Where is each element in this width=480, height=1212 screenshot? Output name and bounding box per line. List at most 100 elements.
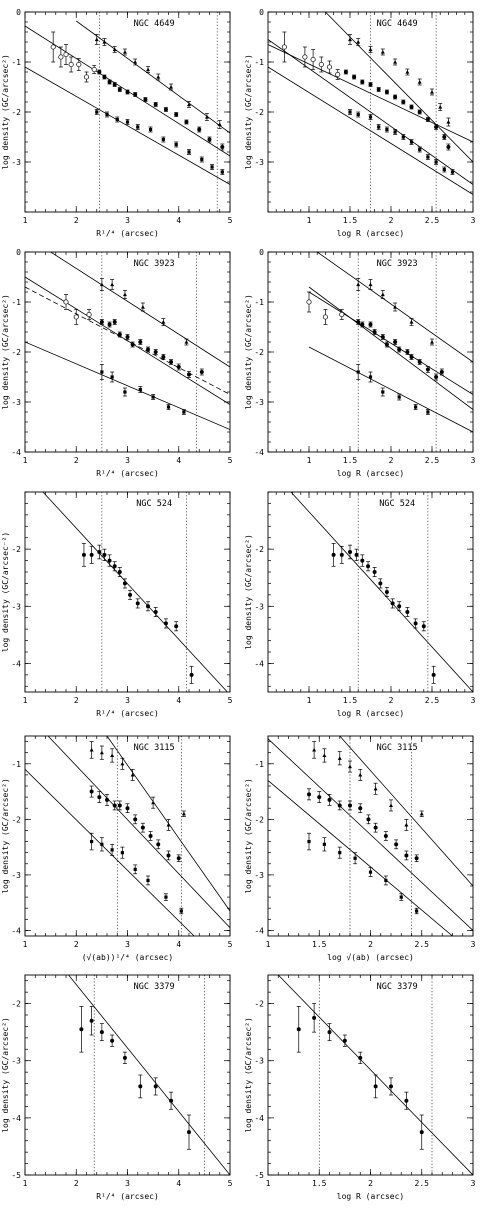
data-point bbox=[181, 811, 186, 816]
x-axis-label: R¹/⁴ (arcsec) bbox=[96, 1192, 159, 1201]
data-point bbox=[322, 314, 328, 320]
fit-line bbox=[268, 738, 473, 931]
fit-line bbox=[268, 780, 453, 936]
x-tick-label: 2 bbox=[389, 216, 394, 225]
data-point bbox=[112, 564, 117, 569]
x-tick-label: 1 bbox=[307, 456, 312, 465]
y-tick-label: -2 bbox=[254, 1000, 264, 1009]
data-point bbox=[380, 50, 385, 54]
data-point bbox=[200, 157, 204, 162]
data-point bbox=[385, 127, 389, 132]
data-point bbox=[86, 311, 92, 318]
data-point bbox=[307, 839, 311, 844]
data-point bbox=[348, 764, 352, 769]
data-point bbox=[156, 75, 161, 79]
data-point bbox=[220, 145, 225, 149]
y-tick-label: -2 bbox=[11, 108, 21, 117]
data-point bbox=[133, 867, 137, 871]
data-point bbox=[384, 590, 389, 594]
panel-title: NGC 3923 bbox=[134, 259, 175, 269]
y-tick-label: -2 bbox=[11, 1000, 21, 1009]
x-tick-label: 1.5 bbox=[343, 696, 358, 705]
y-tick-label: -2 bbox=[254, 348, 264, 357]
data-point bbox=[342, 1038, 347, 1043]
data-point bbox=[136, 125, 140, 129]
data-point bbox=[176, 856, 181, 861]
panel-title: NGC 3379 bbox=[377, 982, 418, 992]
x-tick-label: 3 bbox=[125, 1179, 130, 1188]
data-point bbox=[384, 878, 388, 883]
data-point bbox=[182, 410, 186, 414]
data-point bbox=[401, 100, 406, 104]
data-point bbox=[409, 105, 414, 109]
data-point bbox=[384, 90, 389, 94]
data-point bbox=[405, 70, 410, 74]
data-point bbox=[89, 747, 94, 752]
data-point bbox=[394, 842, 399, 847]
data-point bbox=[146, 878, 150, 883]
x-tick-label: 2 bbox=[74, 940, 79, 949]
panel-title: NGC 4649 bbox=[134, 19, 175, 29]
data-point bbox=[393, 130, 397, 134]
panel-9: 1 2 3 4 5 -2 -3 -4 -5 R¹/⁴ (arcsec) log density (G… bbox=[1, 974, 233, 1201]
x-tick-label: 3 bbox=[471, 940, 476, 949]
data-point bbox=[353, 856, 357, 860]
data-point bbox=[418, 147, 422, 152]
data-point bbox=[133, 817, 138, 822]
data-point bbox=[434, 375, 439, 379]
data-point bbox=[146, 67, 150, 72]
x-tick-label: 1.5 bbox=[312, 940, 327, 949]
x-tick-label: 3 bbox=[471, 456, 476, 465]
data-point bbox=[417, 80, 422, 84]
x-tick-label: 2 bbox=[389, 696, 394, 705]
x-tick-label: 3 bbox=[471, 216, 476, 225]
plot-area bbox=[277, 975, 473, 1175]
data-point bbox=[409, 355, 414, 359]
fit-line bbox=[47, 736, 230, 928]
fit-line bbox=[76, 20, 230, 134]
data-point bbox=[426, 410, 430, 414]
data-point bbox=[425, 117, 430, 122]
x-axis-label: log R (arcsec) bbox=[337, 1192, 404, 1201]
x-tick-label: 2 bbox=[389, 456, 394, 465]
data-point bbox=[130, 772, 135, 777]
panel-2: 1 1.5 2 2.5 3 0 -1 -2 -3 log R (arcsec) log densit… bbox=[244, 8, 476, 238]
data-point bbox=[76, 61, 82, 68]
data-point bbox=[368, 322, 373, 327]
y-tick-label: -3 bbox=[11, 871, 21, 880]
data-point bbox=[102, 75, 107, 79]
y-tick-label: -4 bbox=[254, 448, 264, 457]
data-point bbox=[372, 570, 377, 574]
data-point bbox=[405, 350, 410, 354]
x-tick-label: 5 bbox=[228, 940, 233, 949]
data-point bbox=[161, 355, 166, 359]
data-point bbox=[122, 50, 127, 54]
data-point bbox=[207, 137, 212, 142]
y-axis-label: log density (GC/arcsec²) bbox=[244, 1017, 253, 1133]
x-tick-label: 2.5 bbox=[425, 456, 440, 465]
data-point bbox=[442, 135, 447, 139]
data-point bbox=[112, 47, 117, 52]
data-point bbox=[125, 806, 130, 811]
data-point bbox=[356, 112, 360, 117]
data-point bbox=[176, 365, 181, 369]
data-point bbox=[68, 61, 74, 68]
data-point bbox=[153, 102, 158, 107]
data-point bbox=[393, 60, 398, 64]
fit-line bbox=[42, 492, 228, 692]
panel-title: NGC 524 bbox=[379, 499, 415, 509]
x-tick-label: 3 bbox=[471, 1179, 476, 1188]
x-axis-label: R¹/⁴ (arcsec) bbox=[96, 469, 159, 478]
y-tick-label: -1 bbox=[11, 58, 21, 67]
y-axis-label: log density (GC/arcsec²) bbox=[244, 54, 253, 170]
x-tick-label: 2.5 bbox=[425, 696, 440, 705]
plot-frame bbox=[267, 491, 474, 693]
y-tick-label: 0 bbox=[259, 8, 264, 17]
data-point bbox=[302, 54, 308, 60]
data-point bbox=[135, 601, 140, 606]
data-point bbox=[169, 360, 174, 364]
data-point bbox=[99, 320, 104, 324]
data-point bbox=[399, 895, 403, 899]
x-tick-label: 2 bbox=[74, 456, 79, 465]
x-tick-label: 3 bbox=[125, 216, 130, 225]
